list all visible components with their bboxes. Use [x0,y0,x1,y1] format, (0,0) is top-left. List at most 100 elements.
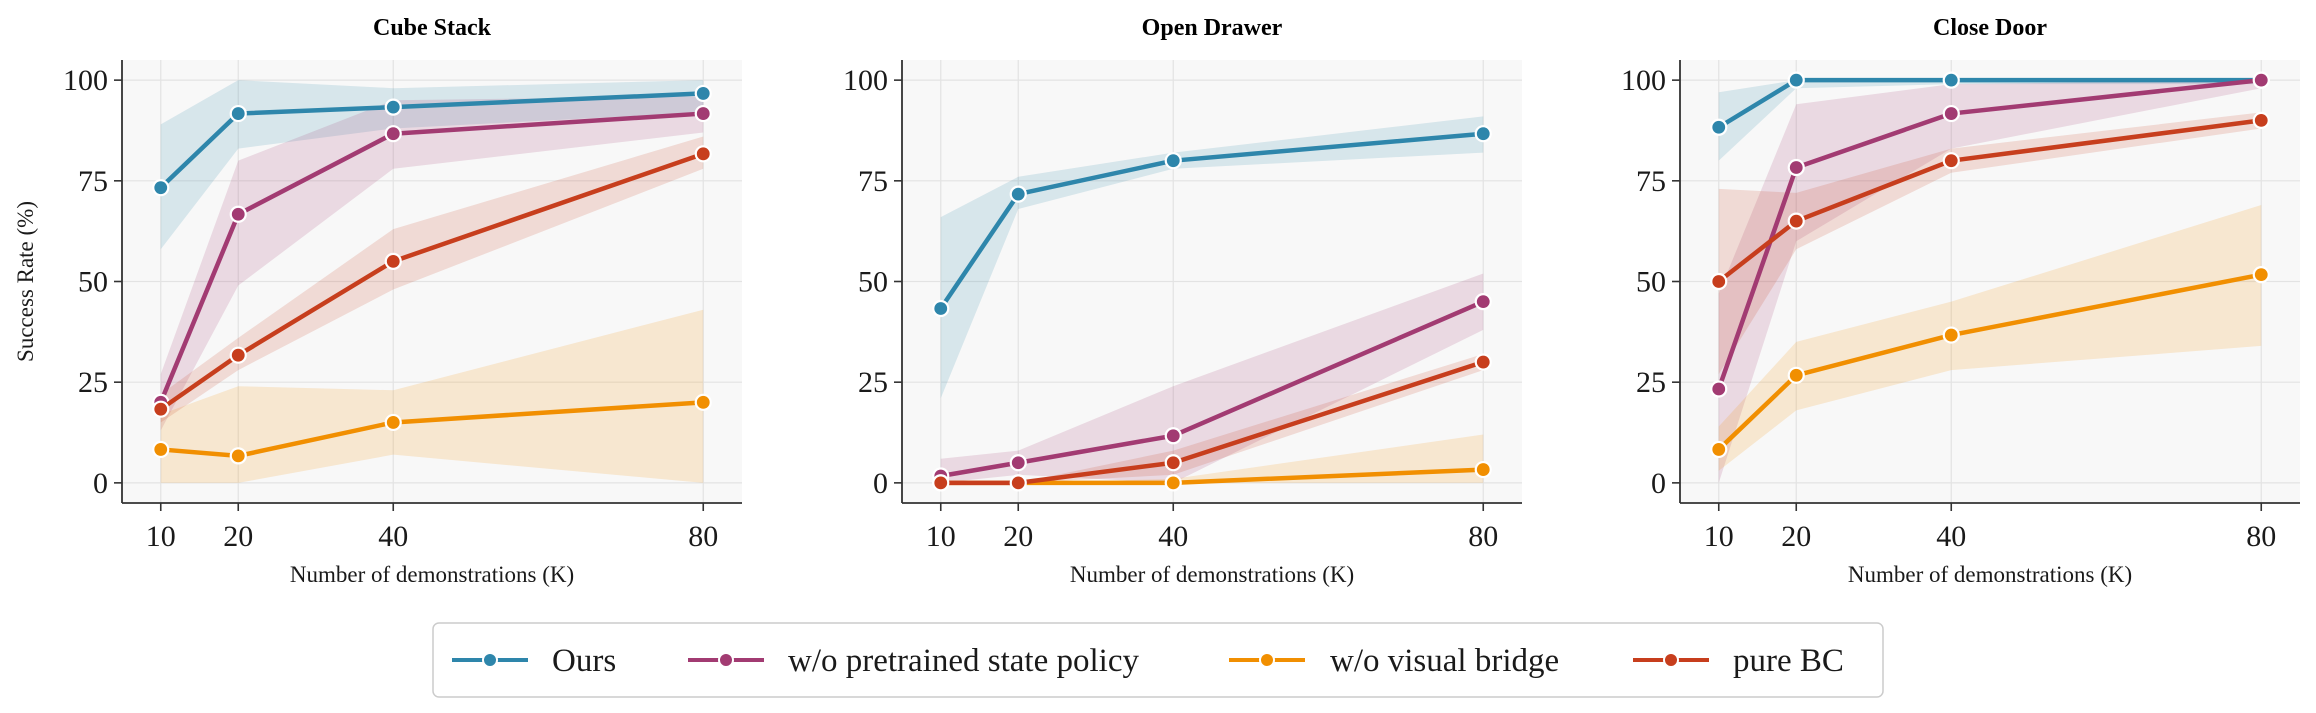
point-ours-10[interactable] [152,179,170,197]
y-tick-label-75: 75 [858,165,888,198]
point-w-o-visual-bridge-40[interactable] [1164,474,1182,492]
legend-marker-pure-bc [1663,652,1679,668]
point-pure-bc-10[interactable] [932,474,950,492]
point-ours-40[interactable] [1942,71,1960,89]
panel-title: Cube Stack [373,15,492,41]
x-tick-label-80: 80 [1468,520,1498,553]
point-w-o-visual-bridge-80[interactable] [694,393,712,411]
x-tick-label-40: 40 [1936,520,1966,553]
point-ours-80[interactable] [694,84,712,103]
point-pure-bc-10[interactable] [152,400,170,418]
point-pure-bc-80[interactable] [694,145,712,163]
point-w-o-pretrained-state-policy-80[interactable] [1474,293,1492,311]
point-ours-20[interactable] [1009,185,1027,203]
band-w-o-pretrained-state-policy [160,96,704,431]
legend-marker-ours [482,652,498,668]
band-w-o-pretrained-state-policy [940,273,1484,483]
y-tick-label-100: 100 [843,64,888,97]
legend-label-wo-visual-bridge: w/o visual bridge [1330,643,1559,679]
point-pure-bc-20[interactable] [229,346,247,364]
point-ours-10[interactable] [1710,118,1728,136]
band-w-o-visual-bridge [160,309,704,483]
x-tick-label-80: 80 [688,520,718,553]
y-tick-label-25: 25 [1636,366,1666,399]
legend: Ours w/o pretrained state policy w/o vis… [432,622,1884,698]
band-pure-bc [940,353,1484,483]
line-w-o-visual-bridge [158,400,706,459]
legend-entry-pure-bc[interactable]: pure BC [1633,643,1844,679]
x-axis-label: Number of demonstrations (K) [290,562,574,587]
y-tick-label-50: 50 [858,266,888,299]
x-tick-label-20: 20 [1781,520,1811,553]
line-w-o-pretrained-state-policy [1716,77,2264,392]
x-axis-label: Number of demonstrations (K) [1848,562,2132,587]
point-ours-80[interactable] [1474,125,1492,143]
legend-label-ours: Ours [552,643,616,679]
panel-close-door: 0 25 50 75 100 10 20 40 80 Close Door Number of de… [1621,15,2300,587]
point-w-o-visual-bridge-20[interactable] [229,447,247,465]
point-w-o-pretrained-state-policy-80[interactable] [2252,71,2270,89]
point-pure-bc-40[interactable] [1942,152,1960,170]
point-w-o-pretrained-state-policy-20[interactable] [1009,454,1027,472]
panels: 0 25 50 75 100 10 20 40 80 Cube Stack Number of de… [13,15,2300,587]
point-pure-bc-80[interactable] [2252,111,2270,130]
point-w-o-visual-bridge-10[interactable] [152,440,170,459]
x-tick-label-10: 10 [146,520,176,553]
x-tick-label-20: 20 [223,520,253,553]
point-w-o-visual-bridge-80[interactable] [1474,460,1492,479]
point-pure-bc-10[interactable] [1710,272,1728,291]
point-w-o-pretrained-state-policy-40[interactable] [1942,104,1960,123]
legend-entry-wo-visual-bridge[interactable]: w/o visual bridge [1229,643,1559,679]
band-pure-bc [160,136,704,423]
point-ours-10[interactable] [932,299,950,318]
point-w-o-pretrained-state-policy-10[interactable] [1710,380,1728,398]
x-tick-label-10: 10 [1704,520,1734,553]
panel-cube-stack: 0 25 50 75 100 10 20 40 80 Cube Stack Number of de… [13,15,742,587]
panel-open-drawer: 0 25 50 75 100 10 20 40 80 Open Drawer Number of d… [843,15,1522,587]
band-w-o-visual-bridge [1718,204,2262,471]
point-ours-40[interactable] [1164,152,1182,170]
line-ours [938,131,1486,311]
point-ours-20[interactable] [1787,71,1805,89]
y-tick-label-0: 0 [93,467,108,500]
point-ours-20[interactable] [229,104,247,123]
y-tick-label-25: 25 [78,366,108,399]
band-ours [1718,80,2262,161]
point-w-o-visual-bridge-20[interactable] [1787,366,1805,384]
line-pure-bc [938,359,1486,486]
point-w-o-pretrained-state-policy-40[interactable] [1164,427,1182,445]
point-pure-bc-20[interactable] [1787,212,1805,230]
point-w-o-pretrained-state-policy-20[interactable] [229,205,247,223]
point-pure-bc-40[interactable] [1164,454,1182,472]
point-w-o-visual-bridge-40[interactable] [384,413,402,432]
point-w-o-visual-bridge-40[interactable] [1942,326,1960,344]
point-pure-bc-40[interactable] [384,252,402,270]
point-w-o-pretrained-state-policy-80[interactable] [694,104,712,123]
y-tick-label-100: 100 [1621,64,1666,97]
band-w-o-pretrained-state-policy [1718,80,2262,483]
band-ours [940,116,1484,399]
y-tick-label-25: 25 [858,366,888,399]
point-w-o-visual-bridge-80[interactable] [2252,266,2270,284]
band-pure-bc [1718,112,2262,375]
point-pure-bc-80[interactable] [1474,353,1492,371]
legend-frame [432,622,1884,698]
line-ours [1716,77,2264,130]
x-axis-label: Number of demonstrations (K) [1070,562,1354,587]
legend-label-pure-bc: pure BC [1733,643,1844,679]
legend-label-wo-pretrained-state-policy: w/o pretrained state policy [788,643,1139,679]
line-w-o-pretrained-state-policy [938,299,1486,479]
point-w-o-visual-bridge-10[interactable] [1710,440,1728,459]
line-ours [158,91,706,190]
legend-entry-wo-pretrained-state-policy[interactable]: w/o pretrained state policy [688,643,1139,679]
legend-marker-wo-pretrained-state-policy [718,652,734,668]
point-ours-40[interactable] [384,98,402,116]
point-w-o-pretrained-state-policy-20[interactable] [1787,158,1805,177]
point-w-o-pretrained-state-policy-40[interactable] [384,125,402,143]
point-pure-bc-20[interactable] [1009,474,1027,492]
x-tick-label-10: 10 [926,520,956,553]
legend-entry-ours[interactable]: Ours [452,643,616,679]
panel-title: Open Drawer [1142,15,1283,41]
x-tick-label-80: 80 [2246,520,2276,553]
